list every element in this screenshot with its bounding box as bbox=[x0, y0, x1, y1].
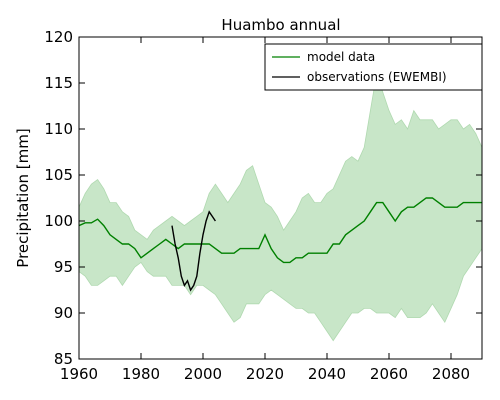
model-uncertainty-band bbox=[79, 74, 482, 341]
y-tick-label: 85 bbox=[54, 350, 73, 368]
legend-label-model-data: model data bbox=[307, 50, 375, 64]
y-tick-label: 90 bbox=[54, 304, 73, 322]
x-tick-label: 1980 bbox=[122, 365, 160, 383]
y-tick-label: 110 bbox=[44, 120, 73, 138]
uncertainty-band-layer bbox=[79, 74, 482, 341]
x-tick-label: 2080 bbox=[432, 365, 470, 383]
x-tick-label: 2000 bbox=[184, 365, 222, 383]
y-axis-label: Precipitation [mm] bbox=[14, 128, 32, 267]
x-tick-label: 2020 bbox=[246, 365, 284, 383]
legend-label-observations: observations (EWEMBI) bbox=[307, 70, 447, 84]
x-tick-label: 2040 bbox=[308, 365, 346, 383]
x-tick-label: 2060 bbox=[370, 365, 408, 383]
legend: model data observations (EWEMBI) bbox=[265, 44, 482, 90]
y-tick-label: 105 bbox=[44, 166, 73, 184]
chart-title: Huambo annual bbox=[221, 16, 340, 34]
y-tick-label: 115 bbox=[44, 74, 73, 92]
y-tick-label: 120 bbox=[44, 28, 73, 46]
y-tick-label: 100 bbox=[44, 212, 73, 230]
y-tick-label: 95 bbox=[54, 258, 73, 276]
